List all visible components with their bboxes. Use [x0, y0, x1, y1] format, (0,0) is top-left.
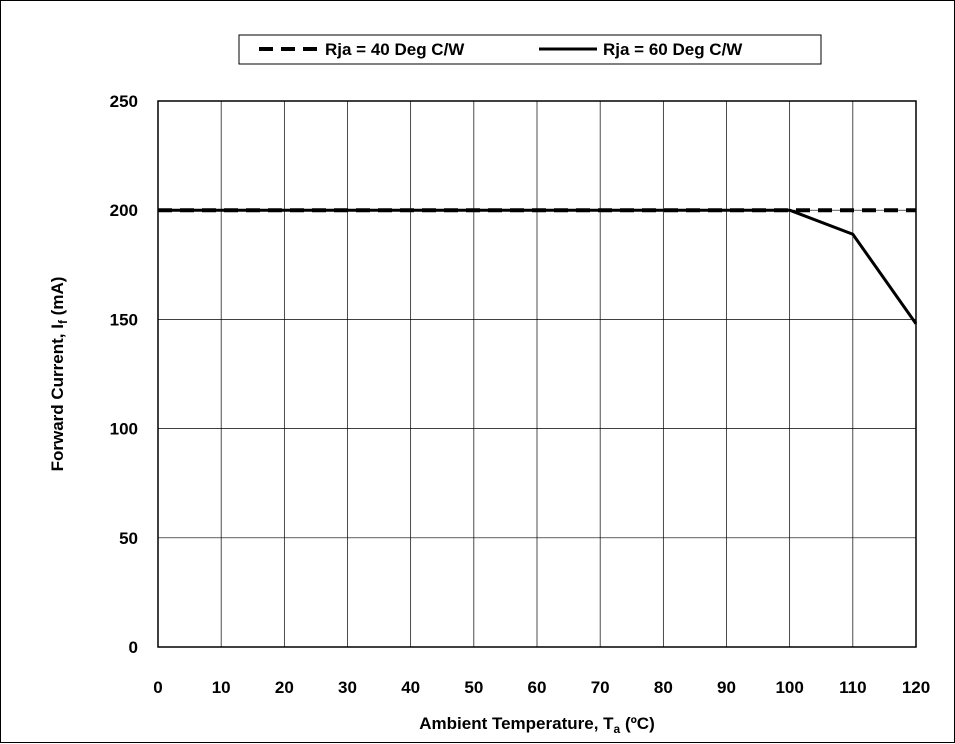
y-tick-labels: 0 50 100 150 200 250	[110, 92, 138, 657]
x-tick-label: 70	[591, 678, 610, 697]
x-tick-label: 90	[717, 678, 736, 697]
x-tick-label: 10	[212, 678, 231, 697]
grid	[158, 101, 916, 647]
legend: Rja = 40 Deg C/W Rja = 60 Deg C/W	[238, 34, 822, 65]
x-tick-label: 120	[902, 678, 930, 697]
x-axis-title: Ambient Temperature, Ta (ºC)	[419, 714, 655, 736]
x-tick-label: 50	[464, 678, 483, 697]
y-tick-label: 150	[110, 310, 138, 329]
y-tick-label: 100	[110, 420, 138, 439]
y-tick-label: 0	[129, 638, 138, 657]
x-tick-label: 20	[275, 678, 294, 697]
x-tick-label: 100	[775, 678, 803, 697]
x-tick-label: 30	[338, 678, 357, 697]
legend-label-rja-60: Rja = 60 Deg C/W	[603, 40, 743, 59]
legend-label-rja-40: Rja = 40 Deg C/W	[325, 40, 465, 59]
y-axis-title: Forward Current, If (mA)	[48, 277, 70, 472]
x-tick-label: 80	[654, 678, 673, 697]
series-layer	[158, 208, 918, 325]
x-tick-label: 60	[528, 678, 547, 697]
x-tick-label: 40	[401, 678, 420, 697]
x-tick-label: 0	[153, 678, 162, 697]
legend-box	[238, 34, 822, 65]
y-tick-label: 50	[119, 529, 138, 548]
series-line-rja-60	[158, 208, 918, 325]
y-tick-label: 250	[110, 92, 138, 111]
x-tick-label: 110	[839, 678, 866, 697]
plot-area-border	[157, 100, 917, 648]
x-tick-labels: 0 10 20 30 40 50 60 70 80 90 100 110 120	[153, 678, 930, 697]
y-tick-label: 200	[110, 201, 138, 220]
